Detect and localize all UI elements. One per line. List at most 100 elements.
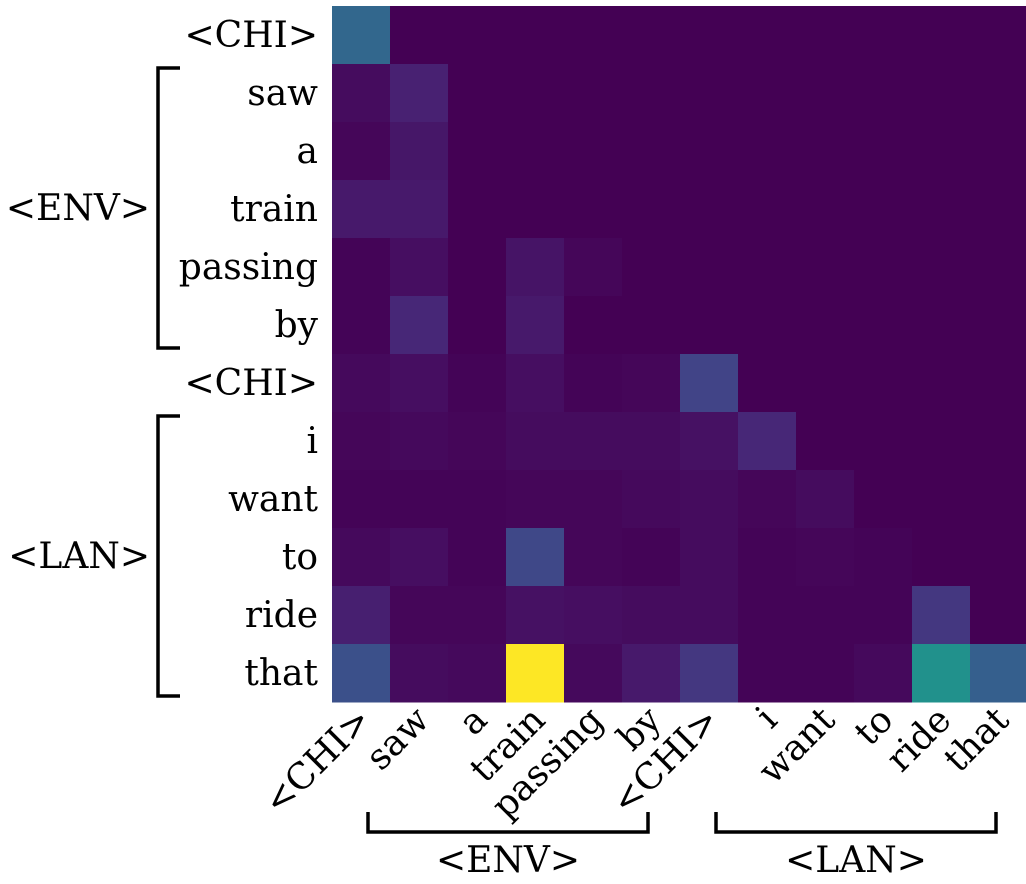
heatmap-cell [912, 412, 971, 471]
heatmap-cell [564, 296, 623, 355]
heatmap-cell [448, 64, 507, 123]
heatmap-cell [622, 64, 681, 123]
heatmap-cell [564, 6, 623, 65]
heatmap-cell [448, 296, 507, 355]
heatmap-cell [680, 470, 739, 529]
heatmap-cell [506, 644, 565, 703]
heatmap-cell [912, 238, 971, 297]
heatmap-cell [854, 470, 913, 529]
heatmap-cell [564, 470, 623, 529]
heatmap-cell [564, 180, 623, 239]
y-group-brackets: <ENV> <LAN> [6, 66, 180, 698]
heatmap-cell [622, 122, 681, 181]
heatmap-cell [854, 644, 913, 703]
heatmap-cell [564, 354, 623, 413]
heatmap-cell [912, 296, 971, 355]
heatmap-cell [448, 412, 507, 471]
heatmap-cell [680, 644, 739, 703]
heatmap-cell [622, 412, 681, 471]
y-tick-label: ride [245, 595, 318, 636]
heatmap-cell [680, 6, 739, 65]
heatmap-cell [506, 412, 565, 471]
y-tick-label: <CHI> [185, 15, 319, 56]
heatmap-cell [448, 586, 507, 645]
heatmap-cell [622, 470, 681, 529]
heatmap-cell [506, 180, 565, 239]
heatmap-cell [564, 238, 623, 297]
heatmap-cell [854, 122, 913, 181]
y-tick-label: want [228, 479, 318, 520]
y-tick-label: i [306, 421, 318, 462]
heatmap-cell [390, 296, 449, 355]
heatmap-cell [970, 644, 1026, 703]
heatmap-cell [390, 238, 449, 297]
heatmap-cell [506, 586, 565, 645]
heatmap-cell [796, 6, 855, 65]
heatmap-cell [332, 122, 391, 181]
heatmap-cell [680, 528, 739, 587]
heatmap-cell [564, 122, 623, 181]
heatmap-cell [448, 644, 507, 703]
x-tick-label: <CHI> [256, 699, 379, 822]
heatmap-cell [854, 64, 913, 123]
heatmap-cell [796, 180, 855, 239]
x-group-label: <LAN> [785, 840, 927, 881]
heatmap-cell [912, 6, 971, 65]
x-tick-label: i [748, 699, 785, 736]
y-tick-labels: <CHI> saw a train passing by <CHI> i want to ride t… [179, 15, 319, 694]
heatmap-cell [912, 180, 971, 239]
heatmap-cell [680, 296, 739, 355]
y-group-label: <LAN> [8, 536, 150, 577]
heatmap-cell [970, 296, 1026, 355]
heatmap-cell [332, 180, 391, 239]
heatmap-cell [622, 354, 681, 413]
heatmap-cell [390, 354, 449, 413]
heatmap-cell [970, 412, 1026, 471]
heatmap-cell [680, 412, 739, 471]
heatmap-cell [680, 122, 739, 181]
heatmap-cell [390, 64, 449, 123]
heatmap-cell [332, 586, 391, 645]
heatmap-cell [332, 238, 391, 297]
heatmap-cell [332, 470, 391, 529]
x-tick-label: that [936, 699, 1017, 780]
heatmap-cell [970, 238, 1026, 297]
heatmap-cell [854, 412, 913, 471]
heatmap-cell [564, 528, 623, 587]
heatmap-cell [970, 122, 1026, 181]
heatmap-cell [796, 64, 855, 123]
y-tick-label: saw [247, 73, 318, 114]
heatmap-cell [970, 6, 1026, 65]
heatmap-cell [970, 354, 1026, 413]
heatmap-cell [622, 6, 681, 65]
heatmap-cell [390, 180, 449, 239]
x-group-bracket [714, 812, 998, 834]
heatmap-cell [332, 64, 391, 123]
y-group-label: <ENV> [6, 188, 150, 229]
heatmap-cell [738, 6, 797, 65]
heatmap-cell [738, 180, 797, 239]
heatmap-cell [448, 470, 507, 529]
heatmap-cell [506, 528, 565, 587]
heatmap-cell [796, 586, 855, 645]
y-group-bracket [156, 414, 180, 698]
heatmap-cell [912, 354, 971, 413]
heatmap-cell [448, 6, 507, 65]
heatmap-cell [506, 470, 565, 529]
heatmap-cell [912, 122, 971, 181]
heatmap-cell [390, 412, 449, 471]
heatmap-cell [680, 586, 739, 645]
heatmap-cell [564, 586, 623, 645]
heatmap-cell [854, 586, 913, 645]
y-tick-label: <CHI> [185, 363, 319, 404]
heatmap-cell [506, 238, 565, 297]
heatmap-cell [622, 586, 681, 645]
heatmap-cell [738, 122, 797, 181]
x-tick-label: saw [358, 699, 437, 778]
heatmap-cell [970, 586, 1026, 645]
heatmap-cell [622, 644, 681, 703]
heatmap-cell [738, 470, 797, 529]
